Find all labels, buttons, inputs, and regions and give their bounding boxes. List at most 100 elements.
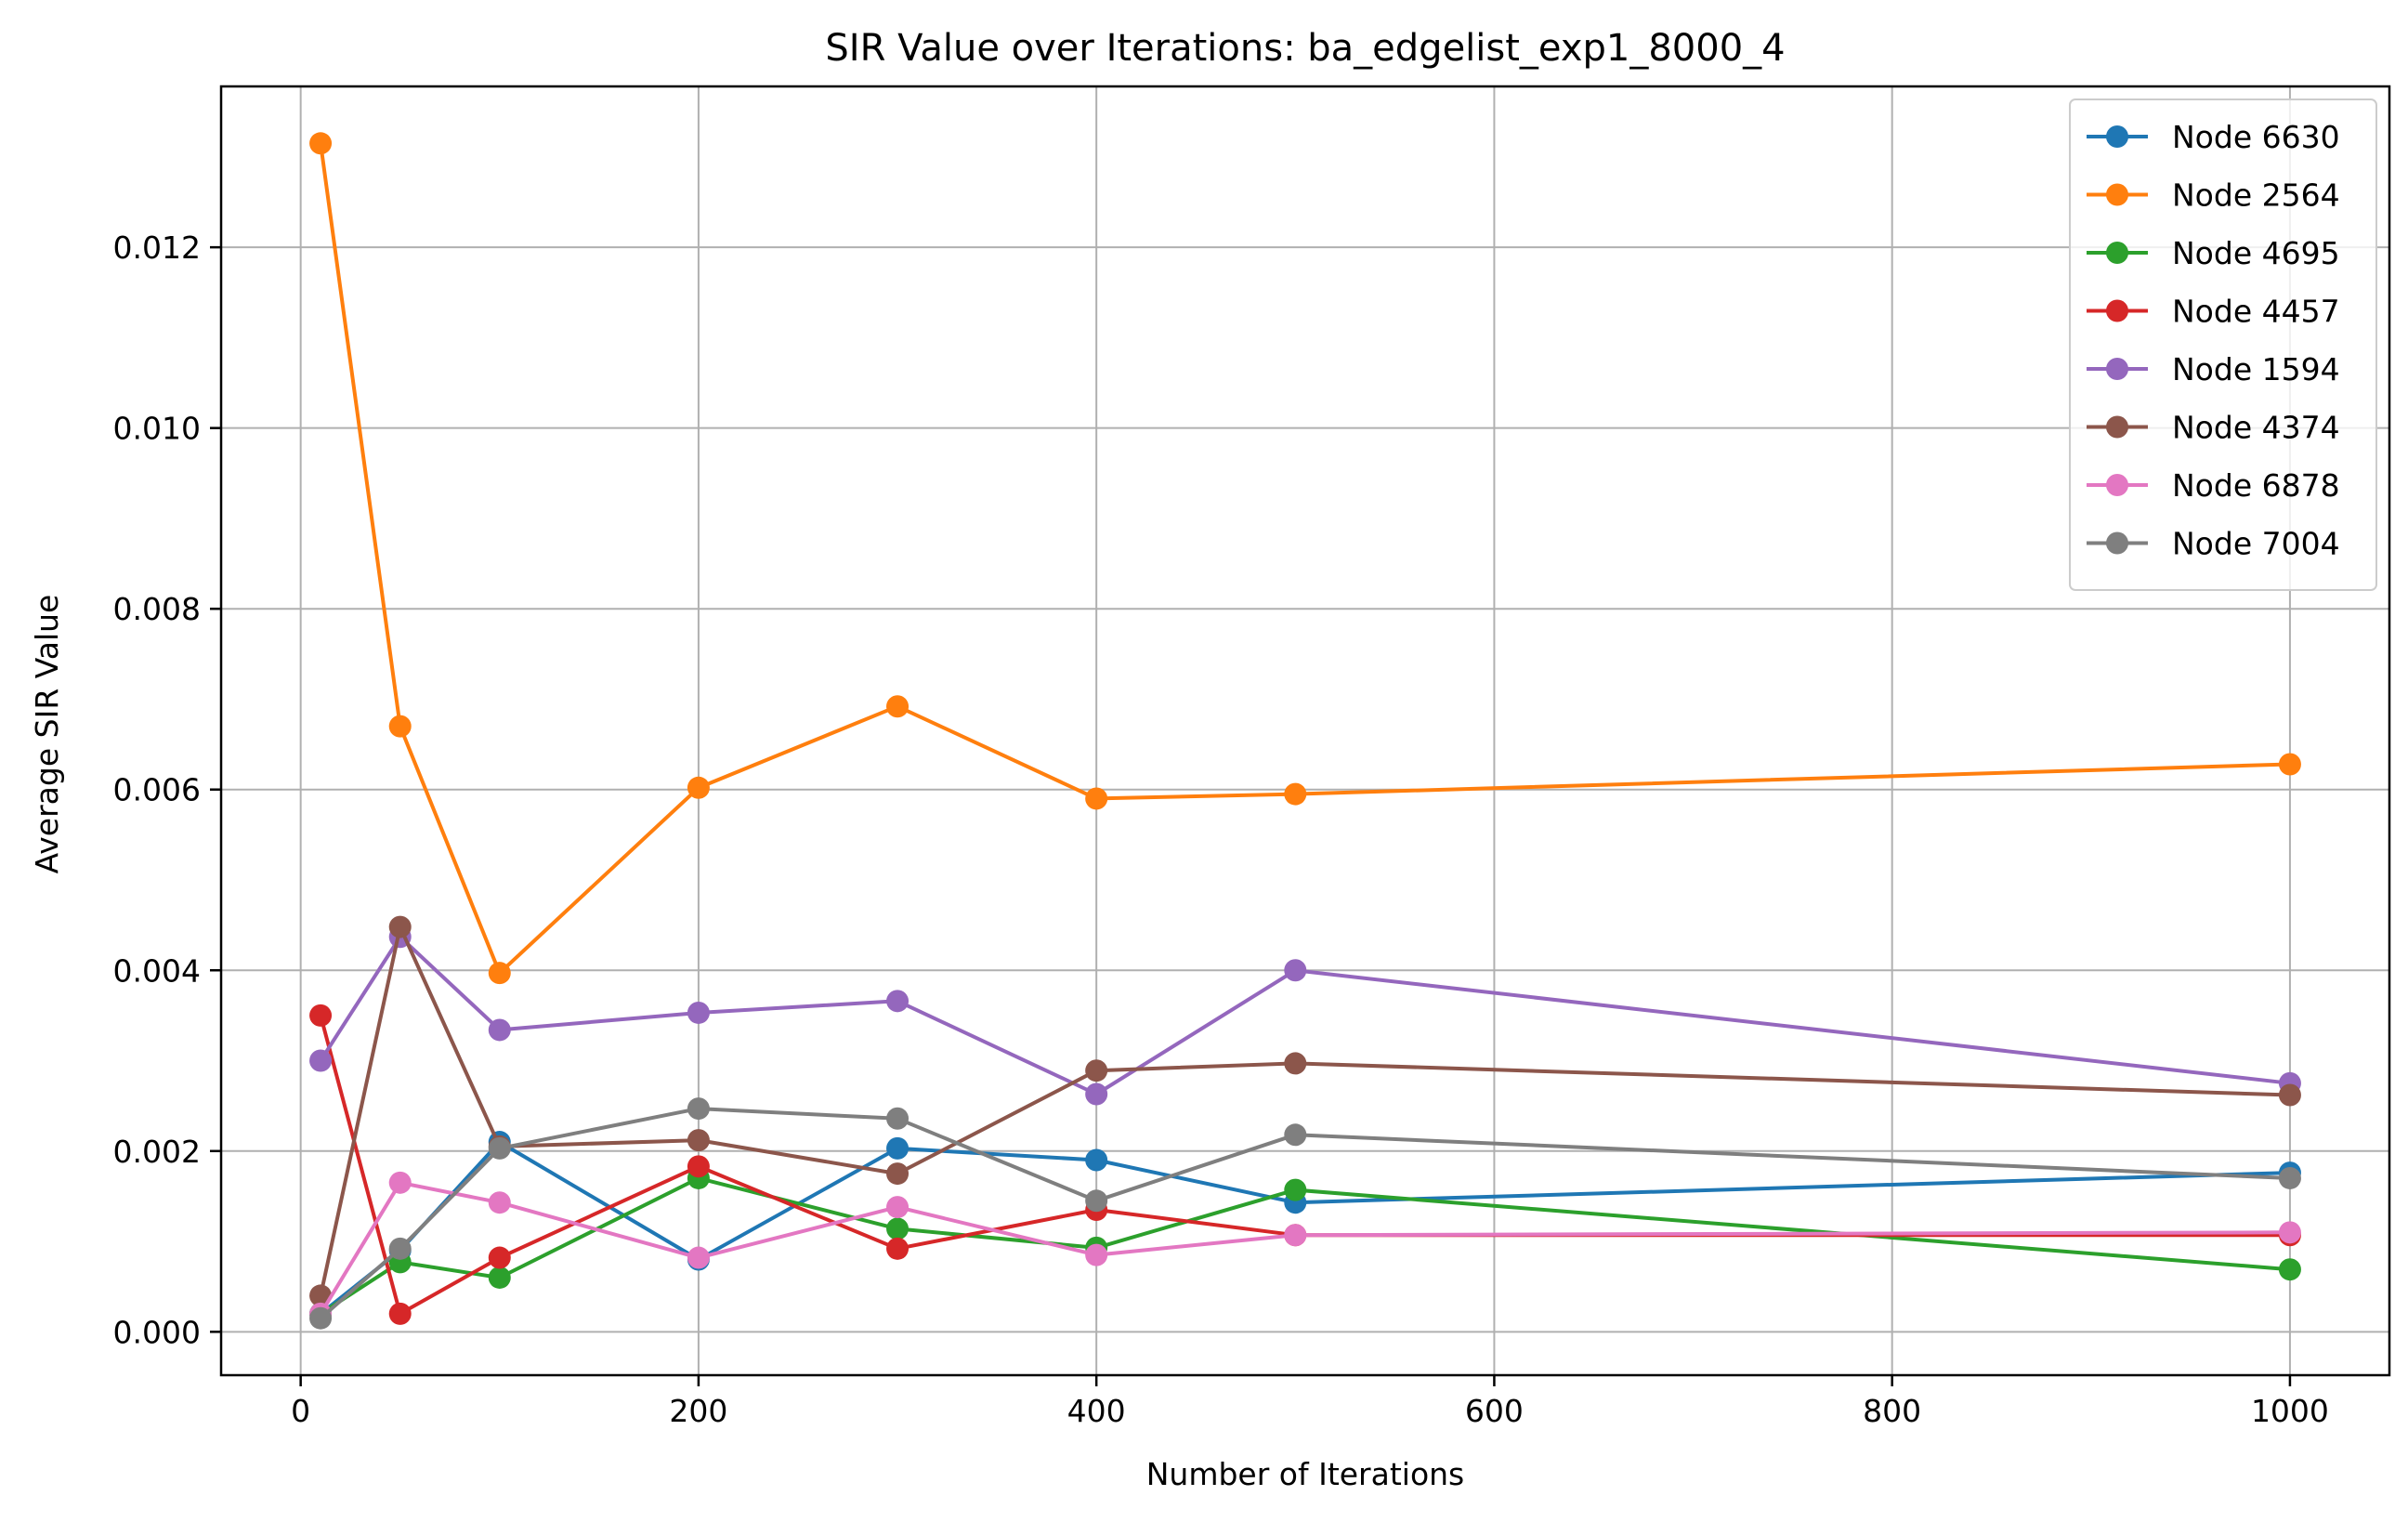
legend-marker (2106, 415, 2128, 439)
x-tick-label: 800 (1863, 1393, 1921, 1429)
series-node-4374 (309, 915, 2301, 1307)
x-tick-label: 600 (1465, 1393, 1524, 1429)
data-point (488, 1191, 511, 1214)
series-node-6630 (309, 1131, 2301, 1325)
data-point (1284, 1052, 1307, 1075)
y-tick-label: 0.012 (113, 230, 201, 266)
legend-item: Node 1594 (2087, 351, 2340, 387)
series-node-6878 (309, 1171, 2301, 1325)
legend-label: Node 4374 (2172, 410, 2340, 446)
legend-item: Node 2564 (2087, 177, 2340, 214)
plot-frame (219, 85, 2391, 1377)
legend-label: Node 1594 (2172, 351, 2340, 387)
legend-marker (2106, 242, 2128, 264)
data-point (488, 1018, 511, 1042)
data-point (886, 695, 910, 718)
data-point (309, 1004, 333, 1027)
y-tick-label: 0.002 (113, 1134, 201, 1170)
data-point (687, 776, 710, 799)
x-tick-label: 0 (291, 1393, 310, 1429)
data-point (1284, 959, 1307, 982)
data-point (886, 1217, 910, 1240)
data-point (388, 715, 412, 738)
legend-label: Node 4695 (2172, 235, 2340, 271)
y-axis: 0.000 0.002 0.004 0.006 0.008 0.010 0.012 (113, 230, 221, 1350)
x-tick-label: 1000 (2251, 1393, 2329, 1429)
legend-marker (2106, 183, 2128, 206)
y-axis-label: Average SIR Value (29, 595, 65, 874)
data-point (1085, 1148, 1108, 1172)
data-point (309, 132, 333, 155)
legend-item: Node 4695 (2087, 235, 2340, 271)
legend-label: Node 4457 (2172, 294, 2340, 330)
data-point (1284, 782, 1307, 806)
series-node-1594 (309, 925, 2301, 1106)
data-point (488, 1266, 511, 1289)
series-node-2564 (309, 132, 2301, 985)
legend-label: Node 2564 (2172, 177, 2340, 214)
legend-item: Node 6630 (2087, 119, 2340, 155)
y-tick-label: 0.004 (113, 952, 201, 989)
legend-marker (2106, 531, 2128, 555)
legend-marker (2106, 299, 2128, 322)
y-tick-label: 0.006 (113, 772, 201, 808)
legend-item: Node 6878 (2087, 467, 2340, 504)
legend-frame (2069, 98, 2377, 591)
data-point (1085, 1082, 1108, 1106)
data-point (886, 1136, 910, 1160)
data-point (309, 1306, 333, 1330)
series-line-node-2564 (319, 143, 2290, 976)
data-point (886, 1196, 910, 1219)
series-line-node-4374 (319, 925, 2290, 1296)
y-tick-label: 0.000 (113, 1314, 201, 1350)
y-tick-label: 0.008 (113, 591, 201, 627)
legend-item: Node 7004 (2087, 526, 2340, 562)
series-node-7004 (309, 1097, 2301, 1330)
data-point (2278, 753, 2301, 776)
data-point (886, 1162, 910, 1186)
legend-label: Node 7004 (2172, 526, 2340, 562)
data-point (687, 1246, 710, 1269)
legend-marker (2106, 125, 2128, 148)
data-point (2278, 1258, 2301, 1281)
y-tick-label: 0.010 (113, 411, 201, 447)
data-point (1085, 1243, 1108, 1266)
data-point (388, 1302, 412, 1325)
legend-marker (2106, 474, 2128, 496)
data-point (2278, 1221, 2301, 1244)
data-point (687, 1097, 710, 1121)
grid (221, 86, 2389, 1375)
x-axis-label: Number of Iterations (1146, 1456, 1465, 1492)
data-point (1085, 1189, 1108, 1213)
series-layer (309, 132, 2301, 1330)
data-point (1284, 1178, 1307, 1201)
data-point (687, 1155, 710, 1178)
legend: Node 6630 Node 2564 Node 4695 Node 4457 Node… (2069, 98, 2377, 591)
series-line-node-6878 (319, 1180, 2290, 1315)
legend-item: Node 4457 (2087, 294, 2340, 330)
data-point (886, 990, 910, 1013)
data-point (1085, 1059, 1108, 1082)
data-point (886, 1237, 910, 1260)
data-point (1085, 787, 1108, 810)
series-line-node-4695 (320, 1176, 2291, 1316)
data-point (388, 1171, 412, 1194)
chart-title: SIR Value over Iterations: ba_edgelist_e… (825, 27, 1785, 70)
data-point (2278, 1166, 2301, 1189)
data-point (388, 915, 412, 938)
legend-label: Node 6630 (2172, 119, 2340, 155)
series-line-node-7004 (319, 1107, 2290, 1320)
series-line-node-6630 (319, 1140, 2290, 1316)
data-point (488, 1136, 511, 1160)
data-point (388, 1237, 412, 1260)
series-line-node-1594 (319, 935, 2291, 1096)
legend-marker (2106, 358, 2128, 380)
data-point (687, 1129, 710, 1152)
data-point (1284, 1123, 1307, 1147)
data-point (1284, 1224, 1307, 1247)
legend-item: Node 4374 (2087, 410, 2340, 446)
data-point (886, 1107, 910, 1130)
data-point (2278, 1083, 2301, 1107)
series-node-4695 (309, 1166, 2301, 1325)
